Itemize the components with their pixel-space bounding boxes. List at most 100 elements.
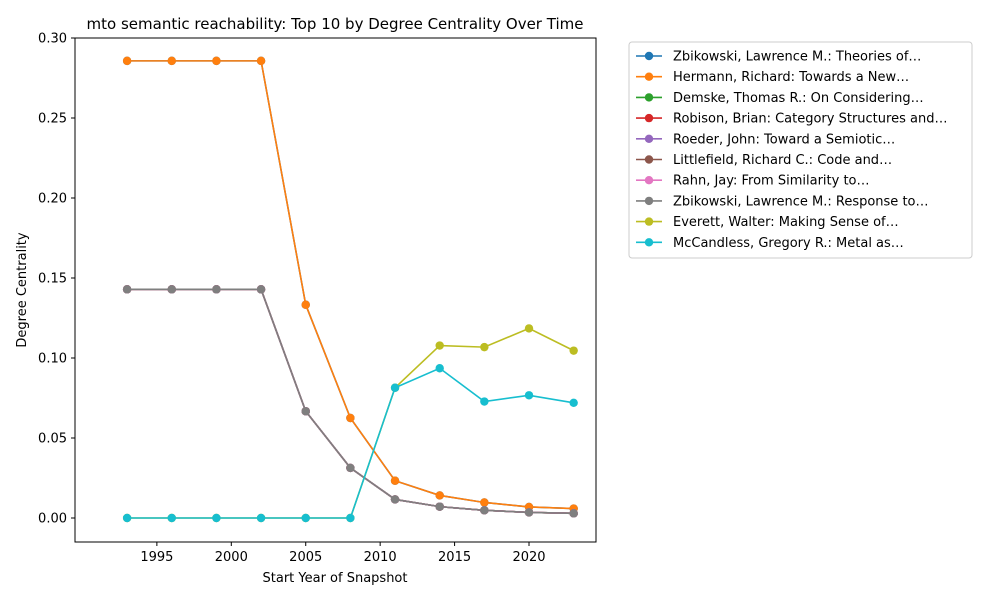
legend-label: Roeder, John: Toward a Semiotic… [673, 132, 895, 147]
data-point [480, 498, 489, 507]
legend-label: Hermann, Richard: Towards a New… [673, 70, 909, 85]
legend-label: Robison, Brian: Category Structures and… [673, 112, 947, 127]
legend-entry: Demske, Thomas R.: On Considering… [636, 91, 924, 106]
x-axis-label: Start Year of Snapshot [263, 571, 408, 586]
legend: Zbikowski, Lawrence M.: Theories of… Herm… [628, 41, 973, 259]
series-4 [122, 285, 578, 518]
y-tick-label: 0.10 [38, 352, 67, 367]
series-line [127, 327, 575, 519]
y-axis-label: Degree Centrality [15, 232, 30, 347]
series-5 [122, 285, 578, 518]
data-point [524, 508, 534, 517]
series-2 [122, 56, 578, 513]
data-point [435, 491, 444, 500]
data-point [480, 342, 489, 352]
data-point [256, 513, 266, 523]
y-tick-label: 0.25 [38, 112, 67, 127]
data-point [212, 513, 221, 523]
data-point [569, 346, 578, 355]
x-tick-label: 2010 [364, 550, 397, 565]
series-line [127, 60, 574, 510]
series-9 [122, 324, 578, 523]
data-point [569, 509, 578, 518]
legend-marker [644, 72, 654, 81]
data-point [167, 513, 176, 523]
data-point [390, 476, 400, 485]
data-point [122, 56, 132, 66]
data-point [256, 285, 266, 294]
data-point [524, 324, 534, 333]
data-point [301, 300, 310, 309]
x-tick-label: 2000 [215, 550, 248, 565]
legend-marker [644, 238, 654, 247]
data-point [122, 513, 132, 523]
series-line [127, 288, 574, 515]
plot-area: 1995 2000 2005 2010 2015 2020 0.00 0.05 0.10 0.15… [38, 32, 597, 565]
legend-entry: Zbikowski, Lawrence M.: Theories of… [636, 50, 921, 65]
data-point [122, 285, 132, 294]
series-line [127, 288, 574, 515]
series-8 [122, 285, 578, 518]
data-point [480, 506, 489, 515]
data-point [167, 56, 176, 66]
data-point [435, 502, 444, 511]
x-tick-label: 2005 [289, 550, 322, 565]
legend-label: Littlefield, Richard C.: Code and… [673, 153, 892, 168]
series-line [127, 367, 574, 519]
series-1 [122, 56, 578, 513]
data-point [390, 383, 400, 392]
legend-label: Zbikowski, Lawrence M.: Theories of… [673, 50, 921, 65]
legend-marker [644, 134, 654, 143]
data-point [390, 495, 400, 504]
legend-label: Everett, Walter: Making Sense of… [673, 215, 899, 230]
data-point [212, 56, 221, 66]
legend-label: Zbikowski, Lawrence M.: Response to… [673, 194, 929, 209]
legend-marker [644, 217, 654, 226]
legend-box [628, 41, 973, 259]
series-line [127, 288, 574, 515]
legend-marker [644, 196, 654, 206]
data-point [167, 285, 176, 294]
legend-entry: Rahn, Jay: From Similarity to… [636, 174, 870, 189]
y-tick-label: 0.20 [38, 192, 67, 207]
series-line [127, 288, 574, 515]
legend-label: Demske, Thomas R.: On Considering… [673, 91, 924, 106]
series-10 [122, 364, 578, 523]
legend-entry: Littlefield, Richard C.: Code and… [636, 153, 892, 168]
legend-entry: McCandless, Gregory R.: Metal as… [636, 236, 904, 251]
x-tick-label: 2020 [512, 550, 545, 565]
legend-marker [644, 51, 654, 61]
legend-marker [644, 93, 654, 102]
y-tick-label: 0.30 [38, 32, 67, 47]
legend-entry: Hermann, Richard: Towards a New… [636, 70, 909, 85]
x-tick-label: 1995 [140, 550, 173, 565]
chart-title: mto semantic reachability: Top 10 by Deg… [87, 15, 584, 33]
legend-entry: Robison, Brian: Category Structures and… [636, 112, 947, 127]
data-point [301, 513, 310, 523]
plot-frame [74, 37, 597, 543]
data-point [435, 364, 444, 373]
data-point [569, 398, 578, 407]
legend-label: McCandless, Gregory R.: Metal as… [673, 236, 904, 251]
series-7 [122, 285, 578, 518]
data-point [346, 463, 355, 473]
data-point [435, 341, 444, 350]
series-line [127, 288, 574, 515]
data-point [256, 56, 266, 66]
y-tick-label: 0.15 [38, 272, 67, 287]
legend-label: Rahn, Jay: From Similarity to… [673, 174, 870, 189]
data-point [480, 397, 489, 406]
data-point [212, 285, 221, 294]
legend-entry: Everett, Walter: Making Sense of… [636, 215, 899, 230]
series-3 [122, 285, 578, 518]
data-point [524, 391, 534, 400]
y-tick-label: 0.00 [38, 512, 67, 527]
y-tick-label: 0.05 [38, 432, 67, 447]
legend-entry: Roeder, John: Toward a Semiotic… [636, 132, 895, 147]
series-line [127, 60, 574, 510]
legend-marker [644, 155, 654, 164]
legend-marker [644, 176, 654, 185]
legend-marker [644, 113, 654, 123]
data-point [346, 413, 355, 423]
